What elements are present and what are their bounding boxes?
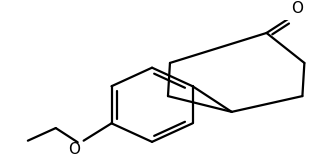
Text: O: O — [292, 1, 304, 16]
Text: O: O — [68, 142, 80, 157]
